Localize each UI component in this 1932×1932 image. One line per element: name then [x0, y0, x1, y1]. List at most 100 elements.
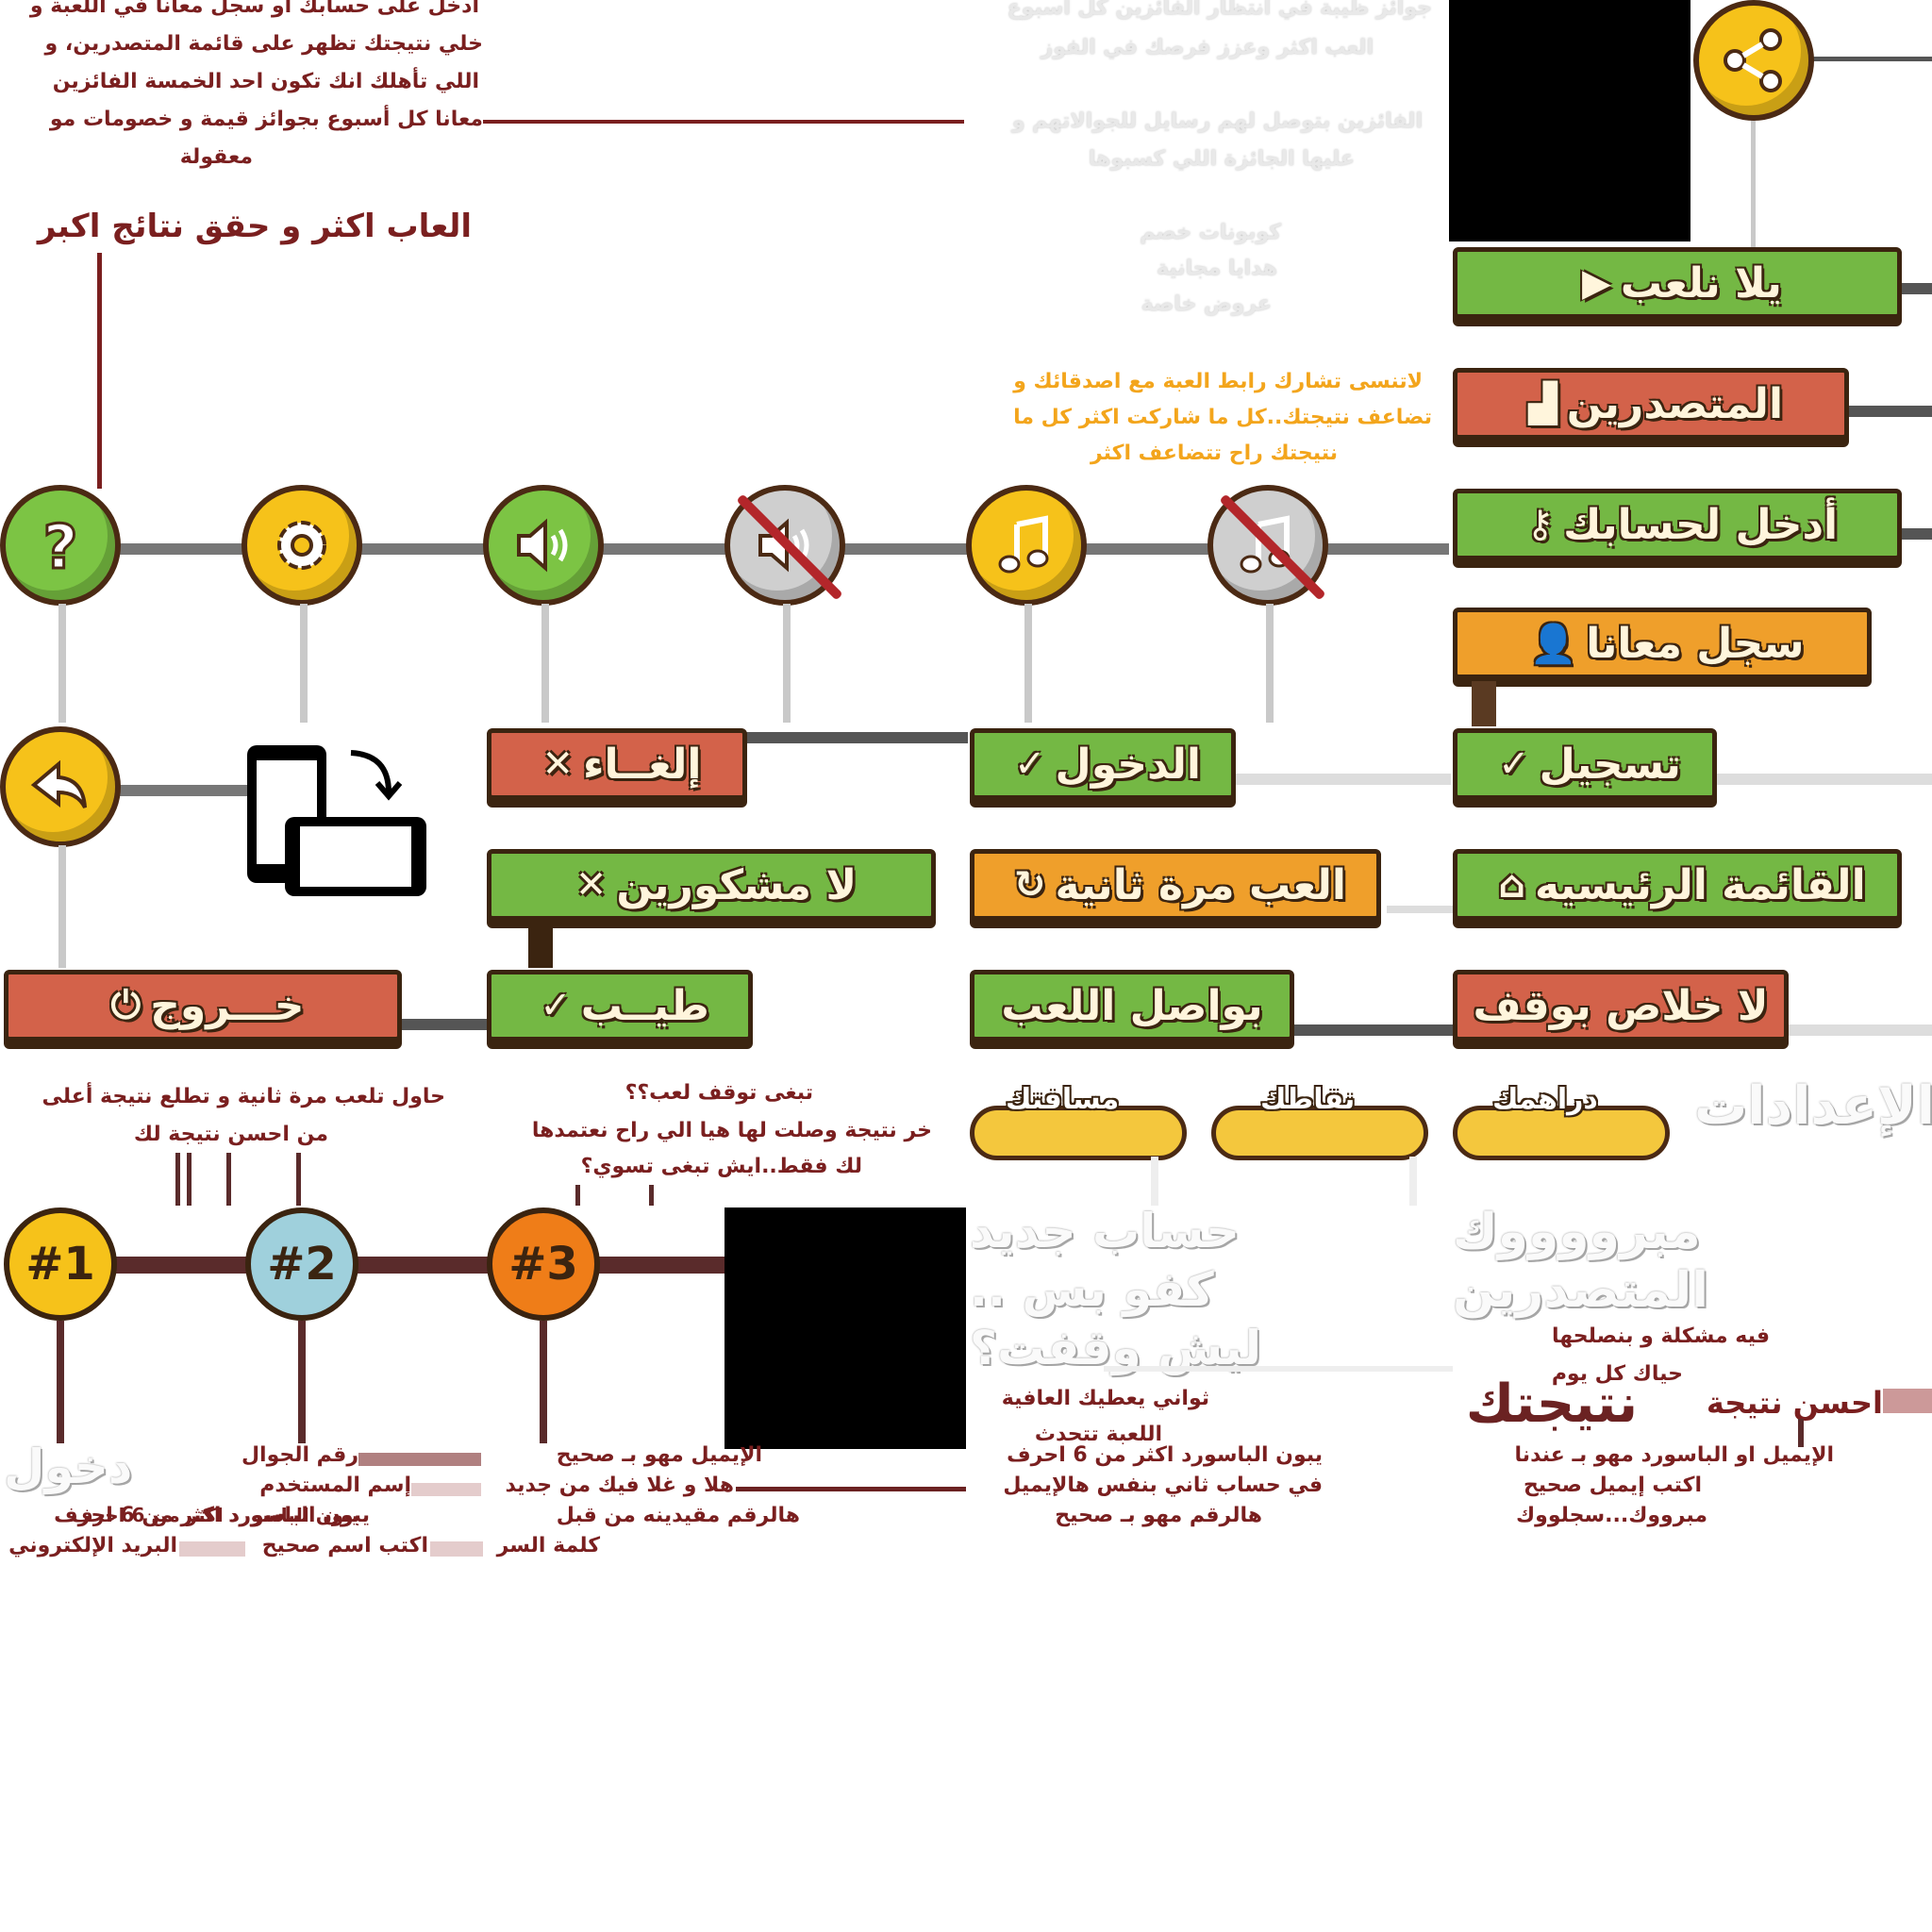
connector — [300, 604, 308, 723]
validation-2-2: إسم المستخدم — [259, 1474, 411, 1497]
music-off-button[interactable] — [1208, 485, 1328, 606]
best-score-text: احسن نتيجة — [1706, 1385, 1883, 1421]
intro-line-4: معانا كل أسبوع بجوائز قيمة و خصومات مو — [49, 108, 483, 131]
problem-text: فيه مشكلة و بنصلحها — [1551, 1324, 1770, 1348]
continue-playing-button[interactable]: بواصل اللعب — [970, 970, 1294, 1041]
music-on-button[interactable] — [966, 485, 1087, 606]
connector — [175, 1153, 180, 1206]
register-with-us-button[interactable]: سجل معانا 👤 — [1453, 608, 1872, 679]
no-stop-button[interactable]: لا خلاص بوقف — [1453, 970, 1789, 1041]
power-icon: ⏻ — [110, 984, 142, 1027]
connector — [1789, 1024, 1932, 1036]
connector — [1811, 57, 1932, 61]
connector — [649, 1185, 654, 1206]
question-icon: ? — [42, 512, 79, 582]
login-title: دخول — [4, 1440, 133, 1494]
play-icon: ▶ — [1582, 261, 1611, 305]
share-button[interactable] — [1693, 0, 1814, 121]
good-job-title: كفو بس .. — [970, 1262, 1214, 1317]
plank-post — [528, 924, 553, 968]
validation-5-2: اكتب إيميل صحيح — [1523, 1474, 1702, 1497]
prizes-list-3: عروض خاصة — [1141, 292, 1272, 316]
prizes-line-3: الفائزين بتوصل لهم رسايل للجوالاتهم و — [1011, 109, 1423, 133]
music-on-icon — [998, 515, 1049, 574]
share-note-line-3: نتيجتك راح تتضاعف اكثر — [1091, 441, 1338, 465]
connector — [57, 1257, 726, 1274]
leaderboard-button[interactable]: المتصدرين ▟ — [1453, 368, 1849, 440]
home-button-label: القائمة الرئيسيه — [1534, 860, 1866, 909]
connector — [1294, 1024, 1453, 1036]
new-account-title: حساب جديد — [970, 1204, 1240, 1258]
back-button[interactable] — [0, 726, 121, 847]
validation-3-1: الإيميل مهو بـ صحيح — [556, 1443, 762, 1467]
connector — [58, 845, 66, 968]
exit-button[interactable]: خـــروج ⏻ — [4, 970, 402, 1041]
rank-3-badge: #3 — [487, 1208, 600, 1321]
try-again-line-2: من احسن نتيجة لك — [133, 1123, 328, 1146]
text-highlight-bar — [411, 1483, 481, 1496]
validation-3-2: هلا و غلا فيك من جديد — [505, 1474, 734, 1497]
connector — [1849, 406, 1932, 417]
connector — [1024, 604, 1032, 723]
connector — [1266, 604, 1274, 723]
register-button[interactable]: تسجيل ✓ — [1453, 728, 1717, 800]
points-pill — [1211, 1106, 1428, 1160]
share-icon — [1724, 28, 1782, 92]
text-highlight-bar — [430, 1541, 483, 1557]
music-off-icon — [1240, 515, 1291, 574]
login-button[interactable]: الدخول ✓ — [970, 728, 1236, 800]
settings-button[interactable] — [242, 485, 362, 606]
text-highlight-bar — [358, 1453, 481, 1466]
intro-line-5: معقولة — [179, 145, 253, 169]
distance-label: مسافتك — [1006, 1083, 1120, 1116]
pause-line-1: تبغى توقف لعب؟؟ — [625, 1081, 813, 1105]
connector — [226, 1153, 231, 1206]
prizes-line-1: جوائز ظيبة في انتظار الفائزين كل اسبوع — [1007, 0, 1432, 20]
no-thanks-button[interactable]: لا مشكورين ✕ — [487, 849, 936, 921]
validation-4-2: في حساب ثاني بنفس هالإيميل — [1003, 1474, 1323, 1497]
text-highlight-bar — [179, 1541, 245, 1557]
no-thanks-button-label: لا مشكورين — [616, 860, 858, 909]
connector — [1717, 774, 1932, 785]
help-button[interactable]: ? — [0, 485, 121, 606]
connector — [1104, 1366, 1453, 1372]
settings-title: الإعدادات — [1694, 1075, 1932, 1137]
connector — [97, 253, 102, 489]
svg-text:?: ? — [42, 513, 77, 581]
rank-1-badge: #1 — [4, 1208, 117, 1321]
sound-on-button[interactable] — [483, 485, 604, 606]
preview-black-box — [1449, 0, 1690, 242]
validation-1-2: البريد الإلكتروني — [8, 1534, 177, 1557]
plank-post — [1472, 681, 1496, 726]
everyday-text: حياك كل يوم — [1551, 1362, 1683, 1386]
ok-button[interactable]: طيــب ✓ — [487, 970, 753, 1041]
connector — [1151, 1157, 1158, 1206]
your-score-text: نتيجتك — [1465, 1374, 1638, 1435]
key-icon: ⚷ — [1525, 503, 1555, 546]
play-again-button-label: العب مرة ثانية — [1055, 860, 1346, 909]
validation-3-3: هالرقم مقيدينه من قبل — [556, 1504, 800, 1527]
connector — [1896, 528, 1932, 540]
check-icon: ✓ — [540, 984, 572, 1027]
play-button-label: يلا نلعب — [1620, 258, 1782, 308]
prizes-list-2: هدايا مجانية — [1156, 257, 1277, 280]
prizes-list-1: كوبونات خصم — [1140, 221, 1281, 244]
back-arrow-icon — [30, 759, 87, 808]
play-again-button[interactable]: العب مرة ثانية ↻ — [970, 849, 1381, 921]
home-button[interactable]: القائمة الرئيسيه ⌂ — [1453, 849, 1902, 921]
sound-on-icon — [517, 518, 568, 573]
connector — [1387, 906, 1453, 913]
cancel-button[interactable]: إلغــاء ✕ — [487, 728, 747, 800]
validation-5-3: مبرووك...سجلووك — [1516, 1504, 1707, 1527]
connector — [736, 1487, 966, 1491]
home-icon: ⌂ — [1498, 863, 1525, 907]
ok-button-label: طيــب — [580, 981, 709, 1030]
close-icon: ✕ — [541, 742, 574, 786]
sound-off-button[interactable] — [724, 485, 845, 606]
play-button[interactable]: يلا نلعب ▶ — [1453, 247, 1902, 319]
share-note-line-2: تضاعف نتيجتك..كل ما شاركت اكثر كل ما — [1013, 406, 1432, 429]
connector — [296, 1153, 301, 1206]
wait-line-1: ثواني يعطيك العافية — [1001, 1387, 1209, 1410]
prizes-line-4: عليها الجائزة اللي كسبوها — [1088, 147, 1355, 171]
login-account-button[interactable]: أدخل لحسابك ⚷ — [1453, 489, 1902, 560]
